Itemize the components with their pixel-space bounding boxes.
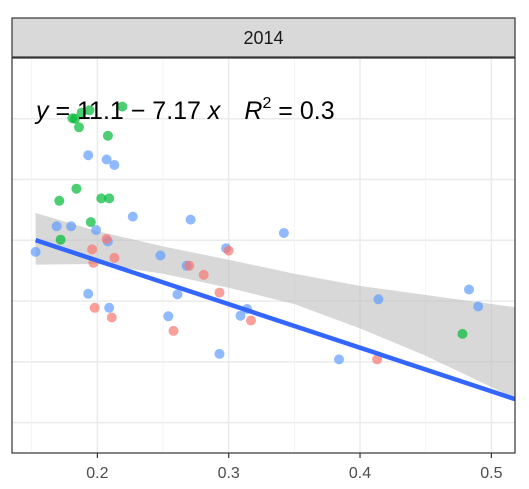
fit-line-layer [34,237,516,402]
data-point-blue [334,354,344,365]
data-point-blue [83,150,94,161]
equation-r2-exponent: 2 [262,95,271,112]
data-point-blue [83,288,94,299]
data-point-green [54,195,65,206]
data-point-blue [464,284,474,295]
regression-equation: y = 11.1 − 7.17 x R2 = 0.3 [34,95,335,125]
facet-strip [11,17,516,58]
data-point-blue [163,311,174,322]
data-point-blue [91,225,102,235]
regression-fit-line [34,237,516,402]
data-point-red [168,325,179,336]
data-point-green [74,122,84,133]
data-point-blue [373,294,384,305]
plot-panel-border [11,57,516,454]
data-point-green [102,130,113,141]
data-point-blue [66,221,77,232]
data-point-green [76,107,87,118]
data-point-blue [101,154,112,165]
data-point-blue [172,289,183,300]
data-point-blue [235,310,246,321]
data-point-red [372,354,383,365]
data-point-red [214,287,225,298]
data-point-green [55,234,66,245]
data-point-green [457,328,468,339]
data-point-red [89,302,100,313]
equation-y-var: y [34,97,50,125]
data-point-blue [30,246,41,257]
equation-r2-label: R [244,97,262,125]
data-point-red [109,252,120,263]
x-axis: 0.2 0.3 0.4 0.5 [86,453,503,482]
facet-strip-label: 2014 [243,28,283,48]
data-point-blue [104,302,115,313]
data-point-green [84,105,95,116]
x-tick-label: 0.5 [480,465,502,482]
equation-x-var: x [207,97,222,125]
data-point-red [198,269,209,280]
data-point-green [104,193,115,204]
data-point-blue [51,221,62,232]
data-point-blue [109,160,120,170]
x-tick-label: 0.2 [86,465,108,482]
data-point-red [184,260,195,271]
equation-r2-value: = 0.3 [271,97,334,125]
data-point-green [67,113,78,124]
x-tick-label: 0.3 [218,465,240,482]
data-point-blue [278,228,289,238]
data-point-green [117,101,128,112]
x-tick-label: 0.4 [349,465,371,482]
data-point-blue [214,348,225,359]
data-point-blue [127,211,138,222]
data-point-green [96,193,107,204]
data-point-red [87,244,98,255]
confidence-ribbon [35,213,515,399]
confidence-ribbon-layer [35,213,515,399]
data-point-red [246,315,256,326]
data-point-red [101,234,112,245]
data-point-blue [473,301,484,312]
data-point-blue [185,214,196,225]
data-point-red [223,245,234,256]
equation-rhs: = 11.1 − 7.17 [49,97,208,125]
points-layer [30,101,484,365]
data-point-green [71,183,82,194]
data-point-red [106,312,117,323]
data-point-blue [155,250,166,261]
data-point-green [85,217,96,228]
